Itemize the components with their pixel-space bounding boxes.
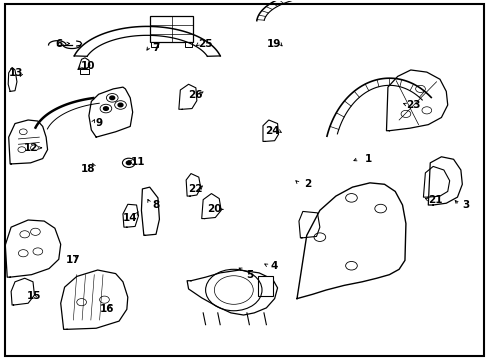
Text: 15: 15 <box>27 291 41 301</box>
Text: 20: 20 <box>207 204 221 214</box>
Text: 7: 7 <box>152 43 160 53</box>
Bar <box>258 276 272 296</box>
Text: 14: 14 <box>122 212 137 222</box>
Text: 17: 17 <box>66 255 81 265</box>
Polygon shape <box>5 220 61 277</box>
Text: 18: 18 <box>81 164 95 174</box>
Polygon shape <box>61 270 127 329</box>
Text: 1: 1 <box>364 154 371 163</box>
Circle shape <box>126 161 131 165</box>
Text: 16: 16 <box>100 304 114 314</box>
Circle shape <box>118 103 122 107</box>
Text: 6: 6 <box>55 39 62 49</box>
Bar <box>149 16 193 42</box>
Text: 26: 26 <box>187 90 202 100</box>
Text: 21: 21 <box>427 195 442 204</box>
Polygon shape <box>386 70 447 131</box>
Polygon shape <box>201 194 221 219</box>
Circle shape <box>110 96 115 100</box>
Text: 3: 3 <box>461 200 468 210</box>
Text: 2: 2 <box>304 179 311 189</box>
Bar <box>151 42 158 47</box>
Text: 19: 19 <box>266 39 280 49</box>
Polygon shape <box>186 174 201 196</box>
Text: 11: 11 <box>131 157 145 167</box>
Polygon shape <box>78 58 90 69</box>
Text: 9: 9 <box>95 118 102 128</box>
Text: 25: 25 <box>198 39 212 49</box>
Polygon shape <box>8 67 17 91</box>
Text: 13: 13 <box>9 68 23 78</box>
Text: 8: 8 <box>152 200 159 210</box>
Polygon shape <box>298 211 319 238</box>
Text: 12: 12 <box>24 143 39 153</box>
Text: 23: 23 <box>406 100 420 110</box>
Polygon shape <box>423 166 449 197</box>
Polygon shape <box>187 270 277 315</box>
Circle shape <box>103 107 108 111</box>
Text: 24: 24 <box>265 126 280 136</box>
Polygon shape <box>427 157 461 205</box>
Polygon shape <box>122 204 138 227</box>
Polygon shape <box>296 183 405 298</box>
Polygon shape <box>11 278 34 305</box>
Text: 10: 10 <box>81 61 95 71</box>
Polygon shape <box>263 120 278 141</box>
Polygon shape <box>179 84 197 109</box>
Polygon shape <box>141 187 159 235</box>
Text: 22: 22 <box>187 184 202 194</box>
Text: 4: 4 <box>270 261 278 271</box>
Polygon shape <box>89 87 132 137</box>
Bar <box>80 69 89 74</box>
Bar <box>185 42 192 47</box>
Polygon shape <box>9 120 47 164</box>
Text: 5: 5 <box>245 270 252 280</box>
